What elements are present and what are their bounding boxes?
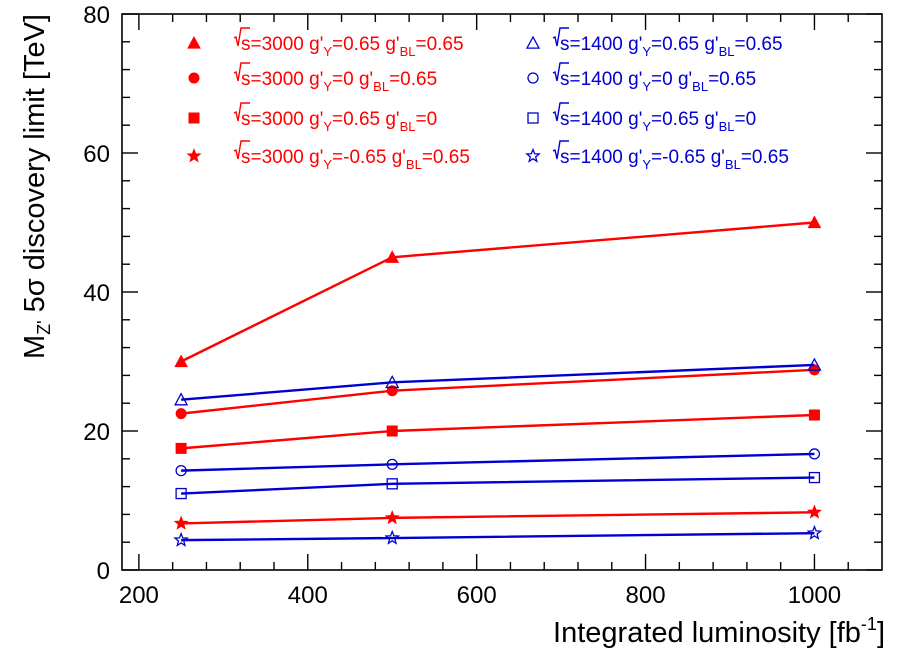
sqrt-sign	[233, 102, 250, 122]
legend-entry: s=3000 g'Y=-0.65 g'BL=0.65	[186, 140, 470, 172]
data-point-star	[173, 531, 189, 547]
legend-marker-star	[525, 147, 541, 163]
data-point-circle	[808, 448, 821, 460]
data-point-triangle	[385, 250, 400, 263]
legend-label: s=1400 g'Y=-0.65 g'BL=0.65	[560, 147, 789, 172]
x-tick-label: 400	[288, 582, 328, 609]
legend-entry: s=3000 g'Y=0 g'BL=0.65	[188, 62, 437, 94]
axis-ticks	[122, 13, 882, 571]
sqrt-sign	[233, 62, 250, 82]
legend-label: s=1400 g'Y=0.65 g'BL=0.65	[560, 34, 783, 59]
legend-entry: s=1400 g'Y=0 g'BL=0.65	[527, 62, 756, 94]
series-line	[181, 476, 815, 495]
legend-label: s=3000 g'Y=-0.65 g'BL=0.65	[241, 147, 470, 172]
series-3000-gy0.65-gbl0.65	[174, 215, 822, 368]
data-point-square	[808, 409, 820, 421]
data-point-star	[384, 529, 401, 545]
legend-marker-circle	[527, 72, 539, 84]
sqrt-sign	[552, 62, 569, 82]
y-axis-label-rest: 5σ discovery limit [TeV]	[19, 14, 51, 320]
legend-entry: s=1400 g'Y=0.65 g'BL=0	[527, 102, 756, 134]
series-group	[173, 215, 823, 547]
data-point-circle	[386, 385, 398, 397]
data-point-square	[808, 471, 821, 484]
series-line	[181, 531, 815, 542]
data-point-star	[173, 515, 189, 530]
legend-marker-star	[186, 148, 202, 163]
y-axis-label: MZ' 5σ discovery limit [TeV]	[19, 14, 54, 359]
x-tick-label: 200	[119, 582, 159, 609]
data-point-square	[386, 478, 398, 490]
data-point-triangle	[174, 354, 188, 368]
series-3000-gy0.65-gbl0	[175, 409, 820, 454]
x-axis-label-sup: -1	[861, 614, 877, 634]
sqrt-sign	[233, 27, 250, 47]
data-point-triangle	[385, 374, 400, 389]
y-tick-label: 40	[83, 280, 110, 307]
legend-marker-triangle	[525, 35, 541, 49]
legend-entry: s=1400 g'Y=-0.65 g'BL=0.65	[525, 140, 789, 172]
sqrt-sign	[233, 140, 250, 160]
x-axis-label-end: ]	[877, 617, 885, 649]
y-tick-label: 0	[97, 558, 110, 585]
sqrt-sign	[552, 102, 569, 122]
data-point-square	[175, 442, 187, 454]
data-point-triangle	[807, 357, 822, 371]
data-point-circle	[175, 464, 187, 477]
x-tick-label: 1000	[788, 582, 841, 609]
x-tick-label: 600	[457, 582, 497, 609]
series-1400-gy0.65-gbl0	[175, 471, 821, 500]
legend-entry: s=1400 g'Y=0.65 g'BL=0.65	[525, 27, 783, 59]
series-line	[180, 221, 815, 363]
sqrt-sign	[552, 140, 569, 160]
series-1400-gy0.65-gbl0.65	[174, 357, 822, 406]
plot-frame	[121, 13, 883, 571]
legend-label: s=1400 g'Y=0 g'BL=0.65	[560, 69, 756, 94]
series-line	[181, 452, 815, 472]
x-axis-label: Integrated luminosity [fb-1]	[553, 614, 885, 649]
series-line	[181, 413, 815, 450]
series-3000-gy0-gbl0.65	[175, 364, 820, 420]
data-point-circle	[175, 408, 187, 420]
legend-label: s=3000 g'Y=0.65 g'BL=0.65	[241, 34, 464, 59]
legend-label: s=3000 g'Y=0 g'BL=0.65	[241, 69, 437, 94]
legend-entry: s=3000 g'Y=0.65 g'BL=0.65	[187, 27, 464, 59]
x-tick-label: 800	[626, 582, 666, 609]
legend-marker-triangle	[187, 35, 201, 49]
data-point-square	[386, 425, 398, 437]
data-point-star	[806, 504, 822, 519]
legend: s=3000 g'Y=0.65 g'BL=0.65 s=3000 g'Y=0 g'…	[186, 27, 789, 172]
series-line	[181, 363, 815, 401]
data-point-triangle	[807, 215, 822, 229]
legend-label: s=3000 g'Y=0.65 g'BL=0	[241, 109, 437, 134]
series-3000-gy-0.65-gbl0.65	[173, 504, 822, 530]
data-point-triangle	[174, 392, 189, 406]
legend-marker-square	[527, 112, 539, 124]
data-point-circle	[386, 458, 398, 471]
series-1400-gy-0.65-gbl0.65	[173, 524, 823, 547]
legend-marker-square	[188, 112, 200, 124]
y-axis-label-sub: Z'	[34, 320, 54, 334]
data-point-star	[806, 524, 823, 540]
legend-entry: s=3000 g'Y=0.65 g'BL=0	[188, 102, 437, 134]
legend-marker-circle	[188, 72, 200, 84]
sqrt-sign	[552, 27, 569, 47]
series-line	[181, 511, 815, 525]
series-1400-gy0-gbl0.65	[175, 448, 821, 477]
tick-labels: 200 400 600 800 1000 0 20 40 60 80	[83, 2, 841, 609]
y-tick-label: 80	[83, 2, 110, 29]
y-tick-label: 20	[83, 419, 110, 446]
y-tick-label: 60	[83, 141, 110, 168]
legend-label: s=1400 g'Y=0.65 g'BL=0	[560, 109, 756, 134]
data-point-square	[175, 487, 187, 500]
data-point-star	[384, 510, 400, 525]
